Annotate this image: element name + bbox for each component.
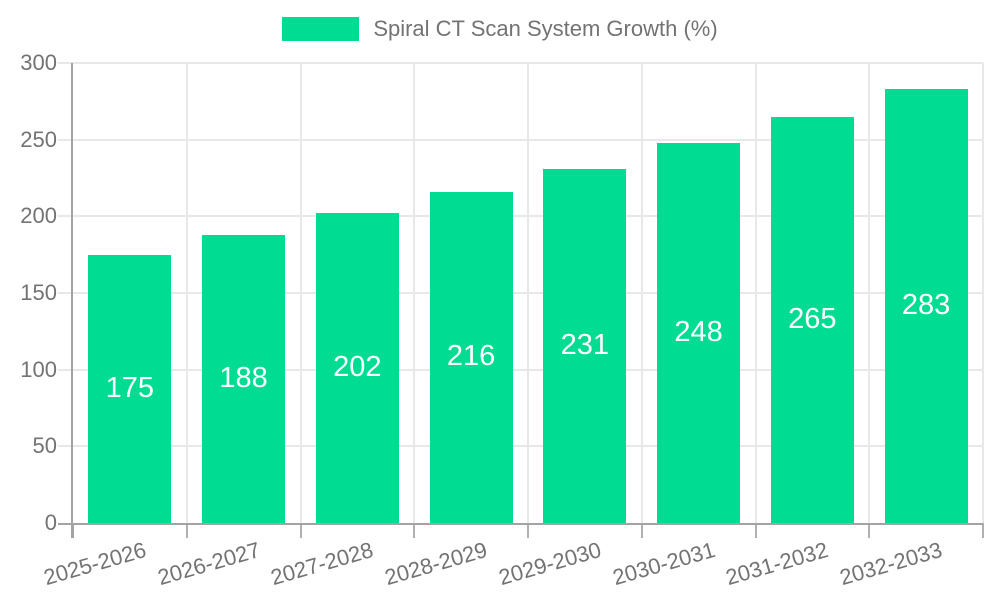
y-axis-label: 50	[32, 433, 57, 459]
bar: 202	[315, 213, 399, 523]
x-axis-labels: 2025-2026 2026-2027 2027-2028 2028-2029 2029…	[41, 531, 983, 600]
gridline-y	[58, 215, 983, 218]
x-axis-tick	[299, 523, 302, 538]
bar: 175	[88, 254, 172, 523]
y-axis-label: 250	[20, 126, 57, 152]
y-axis-label: 100	[20, 356, 57, 382]
bar-value-label: 283	[901, 288, 951, 321]
y-axis-labels: 0 50 100 150 200 250 300	[0, 50, 57, 535]
x-axis-tick	[527, 523, 529, 538]
bar-value-label: 265	[788, 302, 837, 335]
y-axis-label: 200	[20, 203, 57, 229]
bar: 188	[202, 234, 286, 523]
gridline-x	[868, 63, 871, 523]
x-axis-tick	[754, 523, 757, 538]
bar-value-label: 175	[105, 371, 155, 404]
gridline-x	[413, 63, 416, 523]
legend-label: Spiral CT Scan System Growth (%)	[373, 16, 718, 41]
gridline-y	[58, 62, 983, 64]
gridline-x	[299, 63, 302, 523]
gridline-y	[58, 445, 983, 448]
bar-value-label: 231	[560, 328, 610, 361]
legend-item[interactable]: Spiral CT Scan System Growth (%)	[0, 16, 1000, 42]
x-axis-tick	[868, 523, 871, 538]
bar-value-label: 216	[446, 340, 496, 373]
bar: 248	[657, 142, 741, 523]
y-axis-line	[71, 63, 73, 538]
y-axis-label: 300	[20, 50, 57, 75]
gridline-x	[185, 63, 188, 523]
bar: 265	[770, 116, 854, 523]
bar-value-label: 188	[219, 361, 268, 394]
x-axis-tick	[185, 523, 188, 538]
x-axis-tick	[72, 523, 74, 538]
plot-area: 175 188 202 216 231 248 265 283	[58, 62, 984, 538]
x-axis-tick	[640, 523, 643, 538]
y-axis-label: 0	[44, 510, 57, 535]
gridline-x	[640, 63, 643, 523]
y-axis-label: 150	[20, 280, 57, 305]
bar: 216	[429, 191, 513, 523]
x-axis-tick	[982, 523, 984, 538]
x-axis-tick	[413, 523, 416, 538]
gridline-y	[58, 292, 983, 294]
gridline-x	[754, 63, 757, 523]
x-axis-line	[58, 523, 983, 525]
bar-value-label: 248	[674, 315, 723, 348]
bar: 283	[884, 89, 968, 523]
gridline-y	[58, 138, 983, 141]
legend-swatch	[282, 17, 360, 42]
bar: 231	[543, 168, 627, 523]
gridline-x	[527, 63, 529, 523]
gridline-y	[58, 368, 983, 371]
gridline-x	[982, 63, 984, 523]
bar-value-label: 202	[333, 351, 382, 384]
